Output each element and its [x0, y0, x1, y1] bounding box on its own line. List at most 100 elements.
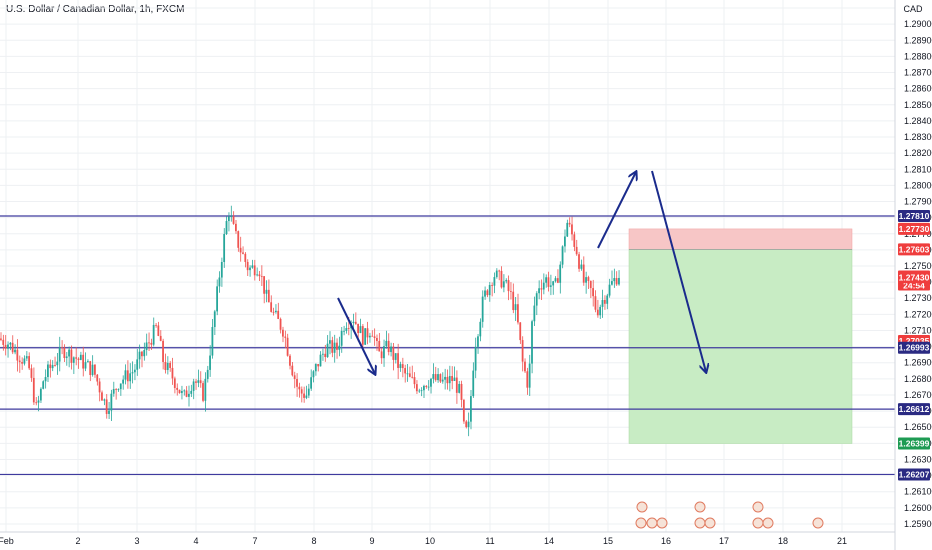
candle-body: [242, 252, 244, 254]
candle-body: [166, 362, 169, 371]
candle-body: [28, 356, 30, 369]
candle-body: [157, 325, 160, 336]
candle-body: [305, 395, 308, 398]
candle-body: [136, 359, 139, 370]
y-tick-label: 1.27900: [904, 197, 932, 207]
candle-body: [251, 265, 254, 268]
economic-event-icon[interactable]: [694, 501, 706, 513]
candle-body: [143, 349, 146, 357]
y-tick-label: 1.28300: [904, 132, 932, 142]
candle-body: [354, 321, 357, 324]
candle-body: [300, 389, 303, 394]
candle-body: [498, 270, 500, 272]
candle-body: [237, 231, 240, 248]
price-badge[interactable]: [898, 210, 930, 223]
economic-event-icon[interactable]: [762, 517, 774, 529]
candle-body: [406, 373, 409, 375]
candle-body: [361, 326, 364, 345]
candle-body: [61, 347, 63, 349]
candle-body: [11, 342, 14, 353]
trend-arrow-1[interactable]: [337, 297, 375, 374]
candle-body: [524, 361, 526, 372]
candle-body: [202, 383, 204, 401]
candle-body: [126, 370, 129, 382]
candle-body: [190, 390, 193, 394]
candle-body: [321, 353, 324, 355]
trend-arrow-3[interactable]: [651, 170, 706, 372]
price-badge[interactable]: [898, 222, 930, 235]
economic-event-icon[interactable]: [635, 517, 647, 529]
economic-event-icon[interactable]: [752, 517, 764, 529]
x-tick-label: 7: [252, 536, 257, 546]
economic-event-icon[interactable]: [636, 501, 648, 513]
candle-body: [138, 351, 141, 360]
candle-body: [423, 385, 425, 391]
candle-body: [500, 270, 503, 288]
candle-body: [105, 399, 108, 414]
candle-body: [2, 339, 5, 345]
y-tick-label: 1.28900: [904, 35, 932, 45]
candle-body: [451, 376, 453, 381]
candle-body: [578, 254, 580, 269]
y-tick-label: 1.28800: [904, 51, 932, 61]
candle-body: [486, 290, 489, 296]
candle-body: [364, 328, 367, 345]
candle-body: [448, 376, 451, 384]
candle-body: [491, 285, 493, 286]
price-badge[interactable]: [898, 437, 930, 450]
y-tick-label: 1.26700: [904, 390, 932, 400]
candle-body: [298, 386, 301, 390]
candle-body: [507, 280, 510, 292]
candle-body: [58, 347, 61, 362]
candle-body: [35, 402, 38, 404]
candle-body: [192, 381, 195, 391]
x-tick-label: 10: [425, 536, 435, 546]
candle-body: [481, 296, 484, 322]
candle-body: [291, 365, 294, 376]
trend-arrow-2[interactable]: [597, 172, 636, 249]
economic-event-icon[interactable]: [752, 501, 764, 513]
price-badge[interactable]: [898, 403, 930, 416]
candle-body: [566, 222, 569, 237]
economic-event-icon[interactable]: [646, 517, 658, 529]
x-tick-label: 9: [369, 536, 374, 546]
y-tick-label: 1.26900: [904, 358, 932, 368]
candle-body: [314, 363, 317, 372]
candle-body: [479, 321, 482, 337]
economic-event-icon[interactable]: [694, 517, 706, 529]
candle-body: [509, 291, 512, 292]
candle-body: [477, 336, 479, 347]
candle-body: [216, 286, 218, 312]
economic-event-icon[interactable]: [812, 517, 824, 529]
price-badge[interactable]: [898, 271, 930, 284]
candle-body: [122, 379, 124, 384]
y-tick-label: 1.27500: [904, 261, 932, 271]
chart-title: U.S. Dollar / Canadian Dollar, 1h, FXCM: [6, 4, 185, 15]
candle-body: [439, 374, 442, 382]
candle-body: [326, 343, 329, 358]
candle-body: [502, 281, 505, 288]
candle-body: [399, 364, 402, 368]
candle-body: [338, 345, 341, 350]
y-tick-label: 1.26100: [904, 487, 932, 497]
x-tick-label: 21: [837, 536, 847, 546]
price-badge[interactable]: [898, 243, 930, 256]
candle-body: [345, 328, 348, 331]
price-badge-label: 1.27035: [899, 336, 930, 346]
candle-body: [225, 221, 228, 235]
candle-body: [282, 329, 284, 337]
candle-body: [56, 361, 59, 366]
candle-body: [103, 399, 106, 401]
candle-body: [129, 373, 132, 382]
economic-event-icon[interactable]: [704, 517, 716, 529]
price-badge[interactable]: [898, 341, 930, 354]
price-badge[interactable]: [898, 468, 930, 481]
economic-event-icon[interactable]: [656, 517, 668, 529]
candle-body: [556, 278, 559, 283]
candle-body: [383, 346, 385, 359]
candle-body: [272, 311, 275, 313]
candle-body: [420, 390, 423, 392]
y-tick-label: 1.26500: [904, 422, 932, 432]
candle-body: [319, 354, 322, 367]
